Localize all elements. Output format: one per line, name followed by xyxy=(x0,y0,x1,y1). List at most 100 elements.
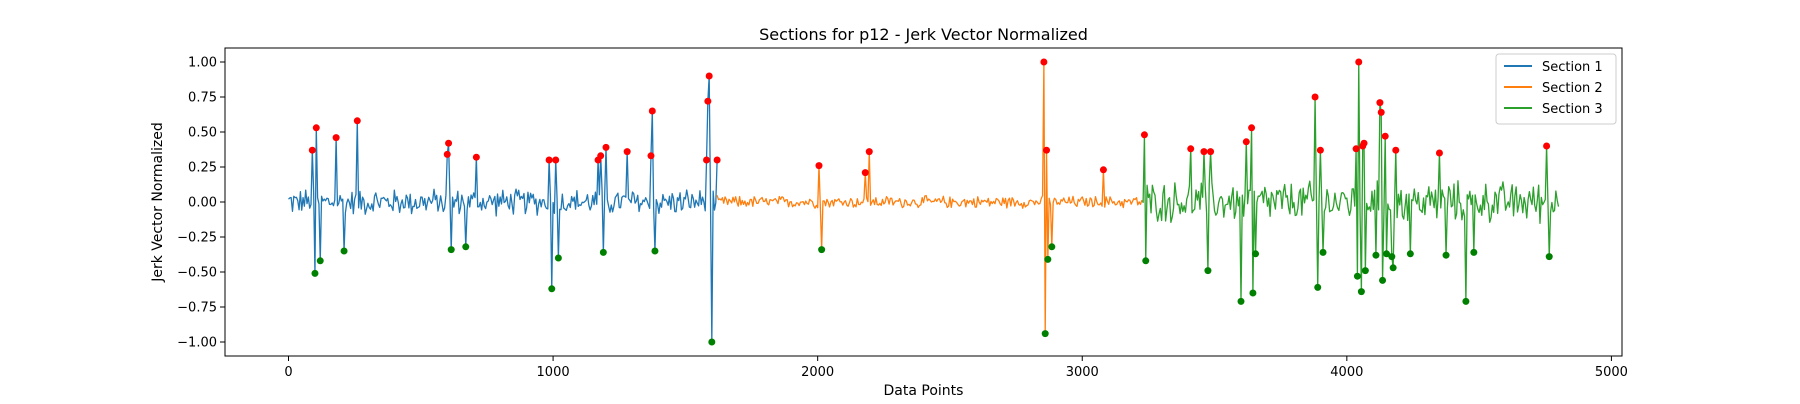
legend-label-section-1: Section 1 xyxy=(1542,60,1603,75)
trough-marker xyxy=(311,269,319,277)
trough-marker xyxy=(1470,248,1478,256)
trough-marker xyxy=(1357,288,1365,296)
peak-marker xyxy=(1099,166,1107,174)
x-tick-label: 5000 xyxy=(1595,365,1628,380)
peak-marker xyxy=(312,124,320,132)
trough-marker xyxy=(462,243,470,251)
trough-marker xyxy=(447,246,455,254)
x-axis-label: Data Points xyxy=(884,383,964,399)
peak-marker xyxy=(1352,145,1360,153)
trough-marker xyxy=(1204,267,1212,275)
trough-marker xyxy=(1041,330,1049,338)
peak-marker xyxy=(1140,131,1148,139)
trough-marker xyxy=(1044,255,1052,263)
y-tick-label: −0.25 xyxy=(177,231,217,246)
peak-marker xyxy=(472,153,480,161)
series-line-section-1 xyxy=(288,75,718,343)
peak-marker xyxy=(552,156,560,164)
trough-marker xyxy=(651,247,659,255)
peak-marker xyxy=(1543,142,1551,150)
trough-marker xyxy=(1353,272,1361,280)
peak-marker xyxy=(865,148,873,156)
x-axis: 0 1000 2000 3000 4000 5000 xyxy=(284,356,1628,380)
trough-marker xyxy=(1314,283,1322,291)
trough-marker xyxy=(1442,251,1450,259)
y-tick-label: −0.50 xyxy=(177,266,217,281)
peak-marker xyxy=(704,97,712,105)
peak-marker xyxy=(1043,146,1051,154)
peak-marker xyxy=(1248,124,1256,132)
peak-marker xyxy=(713,156,721,164)
x-tick-label: 0 xyxy=(284,365,292,380)
trough-marker xyxy=(554,254,562,262)
peak-marker xyxy=(703,156,711,164)
peak-marker xyxy=(445,139,453,147)
peak-marker xyxy=(1381,132,1389,140)
trough-marker xyxy=(316,257,324,265)
marker-layer xyxy=(308,58,1553,346)
peak-marker xyxy=(647,152,655,160)
trough-marker xyxy=(1361,267,1369,275)
peak-marker xyxy=(1242,138,1250,146)
trough-marker xyxy=(548,285,556,293)
y-tick-label: −0.75 xyxy=(177,301,217,316)
peak-marker xyxy=(705,72,713,80)
peak-marker xyxy=(443,150,451,158)
peak-marker xyxy=(815,162,823,170)
x-tick-label: 4000 xyxy=(1330,365,1363,380)
y-tick-label: −1.00 xyxy=(177,336,217,351)
trough-marker xyxy=(1252,250,1260,258)
peak-marker xyxy=(1377,108,1385,116)
peak-marker xyxy=(1207,148,1215,156)
trough-marker xyxy=(1142,257,1150,265)
peak-marker xyxy=(861,169,869,177)
trough-marker xyxy=(1372,251,1380,259)
series-line-section-3 xyxy=(1142,61,1560,303)
x-tick-label: 1000 xyxy=(537,365,570,380)
trough-marker xyxy=(708,338,716,346)
trough-marker xyxy=(1388,253,1396,261)
y-tick-label: 0.00 xyxy=(188,196,217,211)
peak-marker xyxy=(1376,99,1384,107)
peak-marker xyxy=(308,146,316,154)
peak-marker xyxy=(545,156,553,164)
peak-marker xyxy=(648,107,656,115)
legend-label-section-2: Section 2 xyxy=(1542,81,1603,96)
y-axis: 1.00 0.75 0.50 0.25 0.00 −0.25 −0.50 −0.75 −1.00 xyxy=(177,56,225,351)
trough-marker xyxy=(1048,243,1056,251)
trough-marker xyxy=(1389,264,1397,272)
trough-marker xyxy=(1406,250,1414,258)
x-tick-label: 3000 xyxy=(1066,365,1099,380)
legend: Section 1 Section 2 Section 3 xyxy=(1495,53,1617,125)
y-tick-label: 1.00 xyxy=(188,56,217,71)
x-tick-label: 2000 xyxy=(801,365,834,380)
y-tick-label: 0.75 xyxy=(188,91,217,106)
peak-marker xyxy=(1187,145,1195,153)
peak-marker xyxy=(1435,149,1443,157)
peak-marker xyxy=(353,117,361,125)
peak-marker xyxy=(1040,58,1048,66)
trough-marker xyxy=(1237,297,1245,305)
peak-marker xyxy=(602,143,610,151)
peak-marker xyxy=(597,152,605,160)
chart-title: Sections for p12 - Jerk Vector Normalize… xyxy=(759,25,1088,44)
trough-marker xyxy=(1249,289,1257,297)
trough-marker xyxy=(818,246,826,254)
peak-marker xyxy=(1200,148,1208,156)
peak-marker xyxy=(1392,146,1400,154)
trough-marker xyxy=(340,247,348,255)
legend-box xyxy=(1495,53,1617,125)
peak-marker xyxy=(623,148,631,156)
trough-marker xyxy=(1462,297,1470,305)
trough-marker xyxy=(1319,248,1327,256)
peak-marker xyxy=(1355,58,1363,66)
trough-marker xyxy=(1379,276,1387,284)
legend-label-section-3: Section 3 xyxy=(1542,102,1603,117)
peak-marker xyxy=(1360,139,1368,147)
trough-marker xyxy=(1545,253,1553,261)
trough-marker xyxy=(599,248,607,256)
y-axis-label: Jerk Vector Normalized xyxy=(150,122,166,283)
trough-marker xyxy=(1383,250,1391,258)
